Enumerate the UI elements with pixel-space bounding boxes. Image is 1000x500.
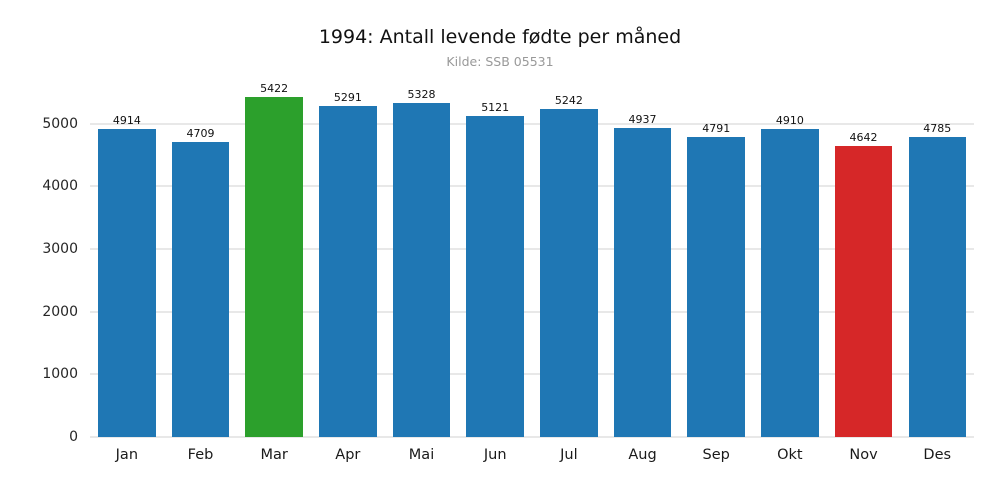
bar-value-label: 4937 bbox=[628, 112, 657, 126]
bars: 4914 Jan 4709 Feb 5422 Mar 5291 Apr 5328 Mai 5121 J… bbox=[90, 80, 974, 463]
bar-value-label: 4914 bbox=[112, 114, 141, 128]
bar-mai bbox=[392, 103, 451, 437]
x-tick-label: Feb bbox=[187, 447, 214, 463]
bar-mar bbox=[245, 97, 303, 437]
bar-value-label: 4791 bbox=[702, 121, 731, 135]
bar-value-label: 4910 bbox=[775, 114, 804, 128]
gridlines bbox=[90, 80, 974, 438]
y-tick-label: 4000 bbox=[42, 178, 78, 195]
x-tick-label: Mai bbox=[408, 447, 435, 463]
y-tick-label: 1000 bbox=[42, 366, 78, 383]
x-tick-label: Aug bbox=[628, 447, 657, 463]
bar-aug bbox=[613, 127, 672, 437]
bar-column-mai: 5328 Mai bbox=[385, 80, 459, 463]
x-tick-label: Mar bbox=[260, 447, 288, 463]
chart-subtitle: Kilde: SSB 05531 bbox=[446, 54, 554, 69]
bar-column-apr: 5291 Apr bbox=[311, 80, 385, 463]
bar-des bbox=[908, 137, 966, 437]
x-tick-label: Okt bbox=[777, 447, 803, 463]
bar-feb bbox=[171, 142, 230, 437]
bar-column-des: 4785 Des bbox=[900, 80, 974, 463]
bar-column-okt: 4910 Okt bbox=[753, 80, 827, 463]
bar-jun bbox=[466, 116, 524, 437]
y-tick-label: 5000 bbox=[42, 115, 78, 132]
bar-column-feb: 4709 Feb bbox=[164, 80, 238, 463]
gridline bbox=[90, 436, 974, 438]
bar-okt bbox=[761, 129, 819, 437]
x-tick-label: Jul bbox=[560, 447, 578, 463]
bar-column-sep: 4791 Sep bbox=[679, 80, 753, 463]
bar-value-label: 4785 bbox=[923, 122, 952, 136]
x-tick-label: Des bbox=[923, 447, 952, 463]
y-tick-label: 3000 bbox=[42, 241, 78, 258]
plot-area: 4914 Jan 4709 Feb 5422 Mar 5291 Apr 5328 Mai 5121 J… bbox=[90, 80, 974, 463]
bar-value-label: 5422 bbox=[260, 82, 289, 96]
x-tick-label: Nov bbox=[849, 447, 878, 463]
gridline bbox=[90, 248, 974, 251]
bar-column-jun: 5121 Jun bbox=[458, 80, 532, 463]
chart-title: 1994: Antall levende fødte per måned bbox=[318, 26, 682, 48]
y-tick-label: 2000 bbox=[42, 303, 78, 320]
bar-value-label: 5242 bbox=[554, 93, 583, 107]
bar-jan bbox=[98, 129, 156, 437]
gridline bbox=[90, 122, 974, 125]
bar-value-label: 5121 bbox=[481, 101, 510, 115]
bar-value-label: 5291 bbox=[333, 90, 362, 104]
bar-nov bbox=[834, 146, 893, 437]
bar-value-label: 4642 bbox=[849, 131, 878, 145]
gridline bbox=[90, 310, 974, 313]
bar-column-jan: 4914 Jan bbox=[90, 80, 164, 463]
bar-column-aug: 4937 Aug bbox=[606, 80, 680, 463]
x-tick-label: Jun bbox=[483, 447, 507, 463]
y-axis: 0 1000 2000 3000 4000 5000 bbox=[10, 80, 78, 445]
bar-column-nov: 4642 Nov bbox=[827, 80, 901, 463]
bar-column-jul: 5242 Jul bbox=[532, 80, 606, 463]
x-tick-label: Sep bbox=[702, 447, 730, 463]
bar-value-label: 4709 bbox=[186, 127, 215, 141]
y-tick-label: 0 bbox=[69, 429, 78, 445]
bar-value-label: 5328 bbox=[407, 88, 436, 102]
gridline bbox=[90, 185, 974, 188]
bar-jul bbox=[540, 108, 598, 437]
gridline bbox=[90, 373, 974, 376]
bar-apr bbox=[319, 105, 377, 437]
x-tick-label: Jan bbox=[115, 447, 139, 463]
bar-column-mar: 5422 Mar bbox=[237, 80, 311, 463]
x-tick-label: Apr bbox=[335, 447, 361, 463]
bar-sep bbox=[687, 136, 745, 437]
